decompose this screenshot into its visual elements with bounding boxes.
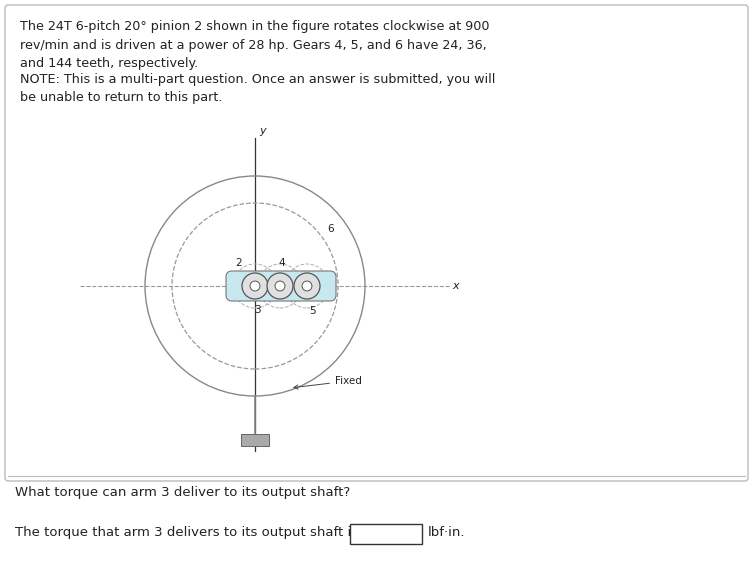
Text: 6: 6 xyxy=(327,224,334,234)
Text: 3: 3 xyxy=(254,305,260,315)
FancyBboxPatch shape xyxy=(5,5,748,481)
Bar xyxy=(241,434,269,446)
Circle shape xyxy=(302,281,312,291)
Text: The 24T 6-pitch 20° pinion 2 shown in the figure rotates clockwise at 900
rev/mi: The 24T 6-pitch 20° pinion 2 shown in th… xyxy=(20,20,489,70)
Text: NOTE: This is a multi-part question. Once an answer is submitted, you will
be un: NOTE: This is a multi-part question. Onc… xyxy=(20,73,495,104)
Circle shape xyxy=(294,273,320,299)
Text: y: y xyxy=(259,126,266,136)
Circle shape xyxy=(250,281,260,291)
Text: 5: 5 xyxy=(310,306,316,316)
Circle shape xyxy=(267,273,293,299)
FancyBboxPatch shape xyxy=(226,271,336,301)
Text: What torque can arm 3 deliver to its output shaft?: What torque can arm 3 deliver to its out… xyxy=(15,486,350,499)
Text: The torque that arm 3 delivers to its output shaft is: The torque that arm 3 delivers to its ou… xyxy=(15,526,358,539)
Text: 4: 4 xyxy=(279,258,285,268)
Circle shape xyxy=(242,273,268,299)
Bar xyxy=(350,524,422,544)
Text: x: x xyxy=(452,281,458,291)
Text: 2: 2 xyxy=(236,258,242,268)
Text: lbf·in.: lbf·in. xyxy=(428,526,466,539)
Circle shape xyxy=(275,281,285,291)
Text: Fixed: Fixed xyxy=(294,376,362,389)
